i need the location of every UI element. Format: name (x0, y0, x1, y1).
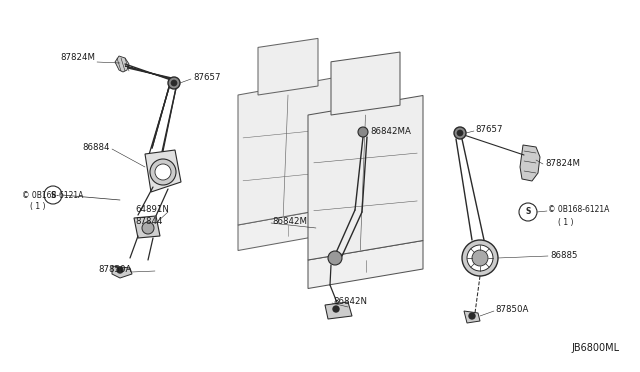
Polygon shape (145, 150, 181, 192)
Circle shape (117, 267, 123, 273)
Text: ( 1 ): ( 1 ) (30, 202, 45, 212)
Polygon shape (331, 52, 400, 115)
Text: 87657: 87657 (193, 74, 221, 83)
Text: S: S (525, 208, 531, 217)
Text: 87824M: 87824M (545, 158, 580, 167)
Circle shape (358, 127, 368, 137)
Polygon shape (308, 96, 423, 260)
Text: 87824M: 87824M (60, 52, 95, 61)
Text: 87844: 87844 (135, 217, 163, 225)
Text: 86842MA: 86842MA (370, 126, 411, 135)
Polygon shape (115, 56, 129, 72)
Text: 86842M: 86842M (272, 218, 307, 227)
Circle shape (333, 306, 339, 312)
Text: © 0B168-6121A: © 0B168-6121A (548, 205, 609, 215)
Circle shape (472, 250, 488, 266)
Text: 86842N: 86842N (333, 298, 367, 307)
Circle shape (150, 159, 176, 185)
Text: ( 1 ): ( 1 ) (558, 218, 573, 227)
Circle shape (469, 313, 475, 319)
Circle shape (462, 240, 498, 276)
Polygon shape (134, 216, 160, 238)
Text: 86884: 86884 (83, 144, 110, 153)
Polygon shape (258, 38, 318, 95)
Circle shape (454, 127, 466, 139)
Circle shape (44, 186, 62, 204)
Circle shape (168, 77, 180, 89)
Polygon shape (464, 311, 480, 323)
Polygon shape (112, 266, 132, 278)
Circle shape (328, 251, 342, 265)
Circle shape (457, 130, 463, 136)
Polygon shape (520, 145, 540, 181)
Text: © 0B168-6121A: © 0B168-6121A (22, 190, 83, 199)
Text: 64891N: 64891N (135, 205, 169, 215)
Circle shape (519, 203, 537, 221)
Text: S: S (51, 190, 56, 199)
Text: JB6800ML: JB6800ML (572, 343, 620, 353)
Circle shape (142, 222, 154, 234)
Circle shape (155, 164, 171, 180)
Polygon shape (238, 77, 338, 225)
Text: 87850A: 87850A (98, 266, 131, 275)
Circle shape (467, 245, 493, 271)
Text: 87657: 87657 (475, 125, 502, 135)
Polygon shape (325, 302, 352, 319)
Circle shape (171, 80, 177, 86)
Polygon shape (308, 241, 423, 289)
Text: 86885: 86885 (550, 250, 577, 260)
Text: 87850A: 87850A (495, 305, 529, 314)
Polygon shape (238, 207, 338, 250)
